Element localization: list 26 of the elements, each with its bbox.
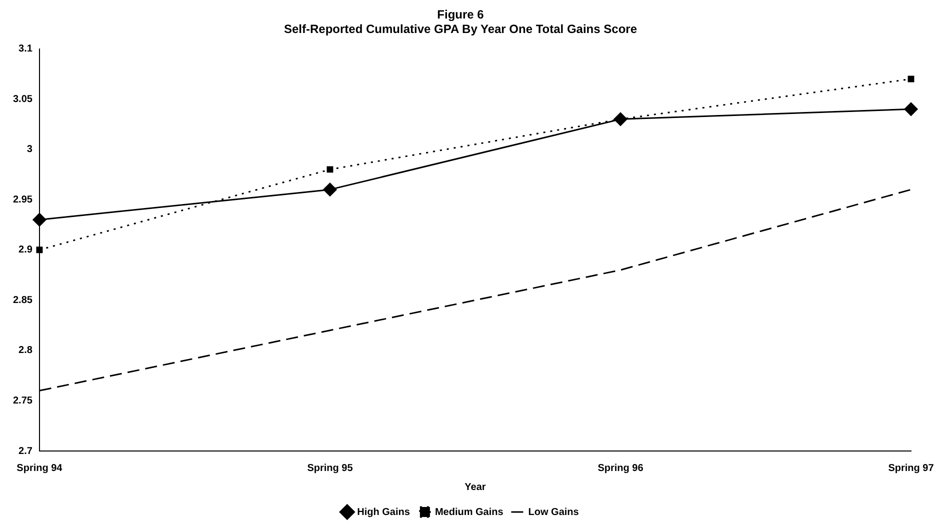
chart-title: Figure 6 — [437, 8, 484, 22]
point — [326, 166, 334, 173]
y-tick-label: 2.9 — [18, 244, 33, 256]
y-tick-label: 2.8 — [18, 345, 33, 356]
point — [323, 182, 337, 196]
y-tick-label: 2.7 — [18, 446, 33, 457]
x-tick-label: Spring 97 — [888, 462, 934, 474]
x-tick-label: Spring 94 — [16, 462, 63, 474]
y-tick-label: 2.75 — [12, 395, 33, 406]
x-tick-label: Spring 96 — [598, 462, 644, 474]
legend-label: High Gains — [357, 506, 410, 518]
point — [614, 112, 628, 126]
y-tick-label: 2.85 — [12, 294, 33, 306]
chart-subtitle: Self-Reported Cumulative GPA By Year One Total Gains Score — [284, 22, 638, 36]
legend-label: Low Gains — [528, 506, 580, 518]
y-tick-label: 3.1 — [18, 44, 33, 55]
point — [32, 212, 46, 226]
y-tick-label: 2.95 — [12, 194, 33, 206]
point — [36, 246, 43, 254]
y-tick-label: 3 — [26, 144, 33, 156]
legend-label: Medium Gains — [434, 506, 504, 518]
x-axis-title: Year — [464, 482, 486, 493]
y-tick-label: 3.05 — [12, 94, 33, 105]
point — [904, 102, 918, 116]
point — [908, 76, 914, 82]
x-tick-label: Spring 95 — [307, 462, 354, 474]
